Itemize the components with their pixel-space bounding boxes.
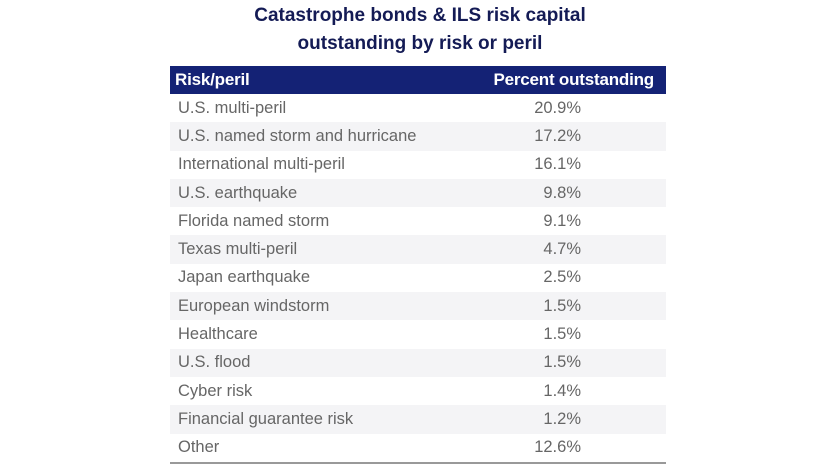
- table-row: Cyber risk 1.4%: [170, 377, 666, 405]
- risk-cell: U.S. multi-peril: [178, 98, 287, 117]
- title-line-2: outstanding by risk or peril: [297, 33, 543, 54]
- table-row: Healthcare 1.5%: [170, 320, 666, 348]
- risk-cell: U.S. earthquake: [170, 178, 459, 208]
- table-row: U.S. flood 1.5%: [170, 348, 666, 377]
- risk-cell: International multi-peril: [178, 155, 345, 174]
- risk-cell: Florida named storm: [178, 211, 330, 230]
- risk-cell: Texas multi-peril: [170, 235, 459, 264]
- table-row: U.S. named storm and hurricane 17.2%: [170, 122, 666, 151]
- table-row: International multi-peril 16.1%: [170, 151, 666, 179]
- percent-cell: 4.7%: [458, 235, 666, 264]
- table-row: European windstorm 1.5%: [170, 292, 666, 321]
- percent-cell: 20.9%: [534, 98, 581, 117]
- header-row: Risk/peril Percent outstanding: [170, 66, 666, 94]
- risk-cell: Other: [170, 433, 459, 464]
- risk-cell: European windstorm: [170, 292, 459, 321]
- header-risk: Risk/peril: [170, 66, 459, 94]
- risk-cell: Healthcare: [178, 325, 258, 344]
- table-row: U.S. earthquake 9.8%: [170, 178, 666, 208]
- table-row: Other 12.6%: [170, 433, 666, 464]
- table-row: Florida named storm 9.1%: [170, 207, 666, 235]
- percent-cell: 1.2%: [458, 405, 666, 434]
- risk-cell: Cyber risk: [178, 381, 253, 400]
- risk-cell: U.S. flood: [170, 348, 459, 377]
- percent-cell: 1.5%: [458, 348, 666, 377]
- risk-cell: Japan earthquake: [178, 268, 311, 287]
- percent-cell: 12.6%: [458, 433, 666, 464]
- percent-cell: 1.4%: [543, 381, 581, 400]
- risk-cell: U.S. named storm and hurricane: [170, 122, 459, 151]
- percent-cell: 1.5%: [458, 292, 666, 321]
- risk-cell: Financial guarantee risk: [170, 405, 459, 434]
- table-row: Texas multi-peril 4.7%: [170, 235, 666, 264]
- percent-cell: 9.8%: [458, 178, 666, 208]
- table-row: Financial guarantee risk 1.2%: [170, 405, 666, 434]
- percent-cell: 17.2%: [458, 122, 666, 151]
- title-line-1: Catastrophe bonds & ILS risk capital: [254, 5, 586, 26]
- table-title: Catastrophe bonds & ILS risk capital out…: [0, 2, 840, 58]
- percent-cell: 1.5%: [543, 325, 581, 344]
- risk-table: Risk/peril Percent outstanding U.S. mult…: [170, 66, 666, 464]
- percent-cell: 16.1%: [534, 155, 581, 174]
- percent-cell: 2.5%: [543, 268, 581, 287]
- table-row: Japan earthquake 2.5%: [170, 264, 666, 292]
- percent-cell: 9.1%: [543, 211, 581, 230]
- header-percent: Percent outstanding: [458, 66, 666, 94]
- table-row: U.S. multi-peril 20.9%: [170, 94, 666, 122]
